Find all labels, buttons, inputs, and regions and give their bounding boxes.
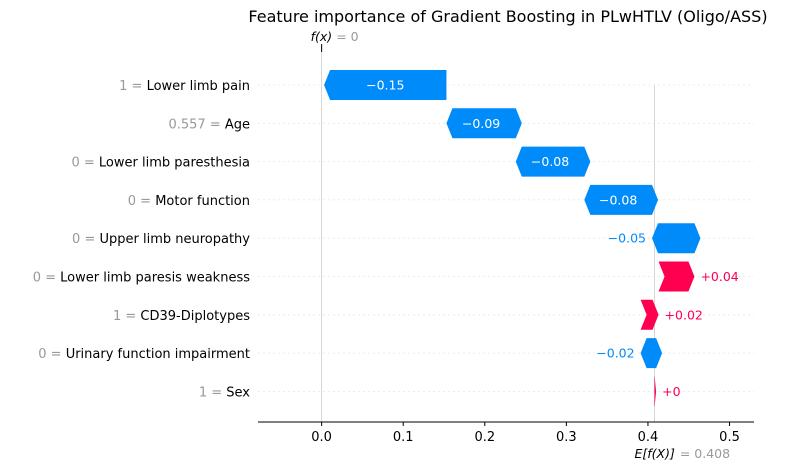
feature-value: 1 = <box>199 385 226 400</box>
bar-value-label: −0.15 <box>366 78 404 93</box>
bar-upper-limb-neuropathy <box>652 223 701 254</box>
bar-lower-limb-paresthesia <box>515 146 591 177</box>
feature-name: Age <box>225 117 250 132</box>
bar-lower-limb-paresis-weakness <box>658 261 695 292</box>
feature-label: 0 = Lower limb paresis weakness <box>33 271 250 286</box>
bar-value-label: −0.02 <box>596 346 634 361</box>
feature-value: 0 = <box>128 194 155 209</box>
bar-value-label: +0 <box>662 384 680 399</box>
feature-name: Lower limb paresis weakness <box>60 271 250 286</box>
chart-title: Feature importance of Gradient Boosting … <box>248 7 767 26</box>
x-tick-label: 0.5 <box>719 430 740 445</box>
fx-prefix: f(x) <box>311 29 333 44</box>
base-value-label: E[f(X)] = 0.408 <box>634 446 730 461</box>
feature-value: 0 = <box>33 271 60 286</box>
feature-label: 1 = CD39-Diplotypes <box>113 309 250 324</box>
x-tick-label: 0.1 <box>393 430 414 445</box>
feature-label: 0 = Lower limb paresthesia <box>71 156 250 171</box>
feature-label: 0 = Upper limb neuropathy <box>72 232 250 247</box>
fx-suffix: = 0 <box>336 29 358 44</box>
feature-name: Urinary function impairment <box>66 347 250 362</box>
feature-name: Lower limb pain <box>147 79 250 94</box>
base-prefix: E[f(X)] <box>634 446 674 461</box>
bars: −0.15 −0.09 −0.08 −0.08 −0.05 +0.04 +0.02 −0.02… <box>324 70 739 407</box>
meta-labels: f(x) = 0 E[f(X)] = 0.408 <box>311 29 730 461</box>
feature-name: CD39-Diplotypes <box>140 309 250 324</box>
x-tick-label: 0.2 <box>474 430 495 445</box>
bar-value-label: +0.02 <box>665 307 703 322</box>
x-tick-label: 0.3 <box>556 430 577 445</box>
bar-age <box>446 108 522 139</box>
base-suffix: = 0.408 <box>680 446 730 461</box>
feature-name: Motor function <box>155 194 250 209</box>
fx-label: f(x) = 0 <box>311 29 359 44</box>
x-tick-label: 0.0 <box>311 430 332 445</box>
feature-label: 0.557 = Age <box>168 117 250 132</box>
feature-value: 0 = <box>38 347 65 362</box>
feature-name: Lower limb paresthesia <box>99 156 250 171</box>
feature-name: Sex <box>226 385 250 400</box>
feature-label: 1 = Sex <box>199 385 250 400</box>
feature-value: 0 = <box>71 156 98 171</box>
bar-motor-function <box>584 184 659 215</box>
bar-value-label: −0.08 <box>531 154 569 169</box>
feature-label: 0 = Urinary function impairment <box>38 347 250 362</box>
bar-lower-limb-pain <box>324 70 447 100</box>
feature-value: 0.557 = <box>168 117 224 132</box>
feature-value: 0 = <box>72 232 99 247</box>
feature-value: 1 = <box>113 309 140 324</box>
feature-name: Upper limb neuropathy <box>99 232 250 247</box>
feature-value: 1 = <box>119 79 146 94</box>
bar-value-label: −0.05 <box>608 231 646 246</box>
x-tick-label: 0.4 <box>638 430 659 445</box>
bar-value-label: +0.04 <box>700 269 738 284</box>
bar-sex <box>654 376 657 407</box>
feature-labels: 1 = Lower limb pain 0.557 = Age 0 = Lower … <box>33 79 251 400</box>
x-axis: 0.0 0.1 0.2 0.3 0.4 0.5 <box>258 421 754 445</box>
feature-label: 1 = Lower limb pain <box>119 79 250 94</box>
feature-label: 0 = Motor function <box>128 194 250 209</box>
bar-urinary-function-impairment <box>640 338 663 369</box>
bar-value-label: −0.08 <box>599 192 637 207</box>
bar-value-label: −0.09 <box>462 116 500 131</box>
bar-cd39-diplotypes <box>640 299 659 330</box>
